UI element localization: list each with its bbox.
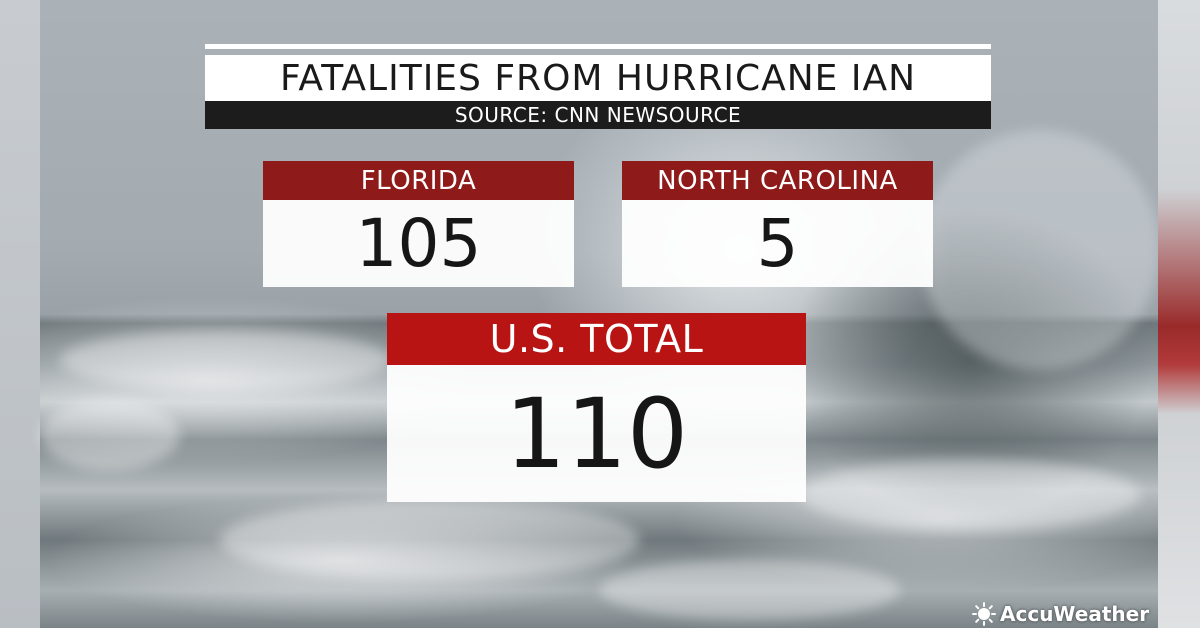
source-banner: SOURCE: CNN NEWSOURCE [205, 101, 991, 129]
north-carolina-card: NORTH CAROLINA 5 [622, 161, 933, 287]
accuweather-logo: AccuWeather [972, 600, 1149, 628]
north-carolina-value: 5 [756, 205, 799, 282]
source-label: SOURCE: CNN NEWSOURCE [454, 103, 742, 127]
us-total-label: U.S. TOTAL [489, 317, 704, 361]
left-strip [0, 0, 40, 628]
north-carolina-card-header: NORTH CAROLINA [622, 161, 933, 200]
page-title: FATALITIES FROM HURRICANE IAN [279, 57, 917, 99]
us-total-value: 110 [504, 377, 689, 490]
right-strip [1158, 0, 1200, 628]
us-total-card: U.S. TOTAL 110 [387, 313, 806, 502]
sun-icon [972, 602, 996, 626]
title-banner: FATALITIES FROM HURRICANE IAN [205, 55, 991, 101]
florida-card-header: FLORIDA [263, 161, 574, 200]
us-total-card-header: U.S. TOTAL [387, 313, 806, 365]
logo-wordmark: AccuWeather [1000, 602, 1150, 626]
title-rule [205, 44, 991, 49]
north-carolina-card-body: 5 [622, 200, 933, 287]
florida-value: 105 [355, 205, 482, 282]
florida-label: FLORIDA [360, 165, 477, 196]
us-total-card-body: 110 [387, 365, 806, 502]
florida-card-body: 105 [263, 200, 574, 287]
florida-card: FLORIDA 105 [263, 161, 574, 287]
north-carolina-label: NORTH CAROLINA [657, 165, 898, 196]
